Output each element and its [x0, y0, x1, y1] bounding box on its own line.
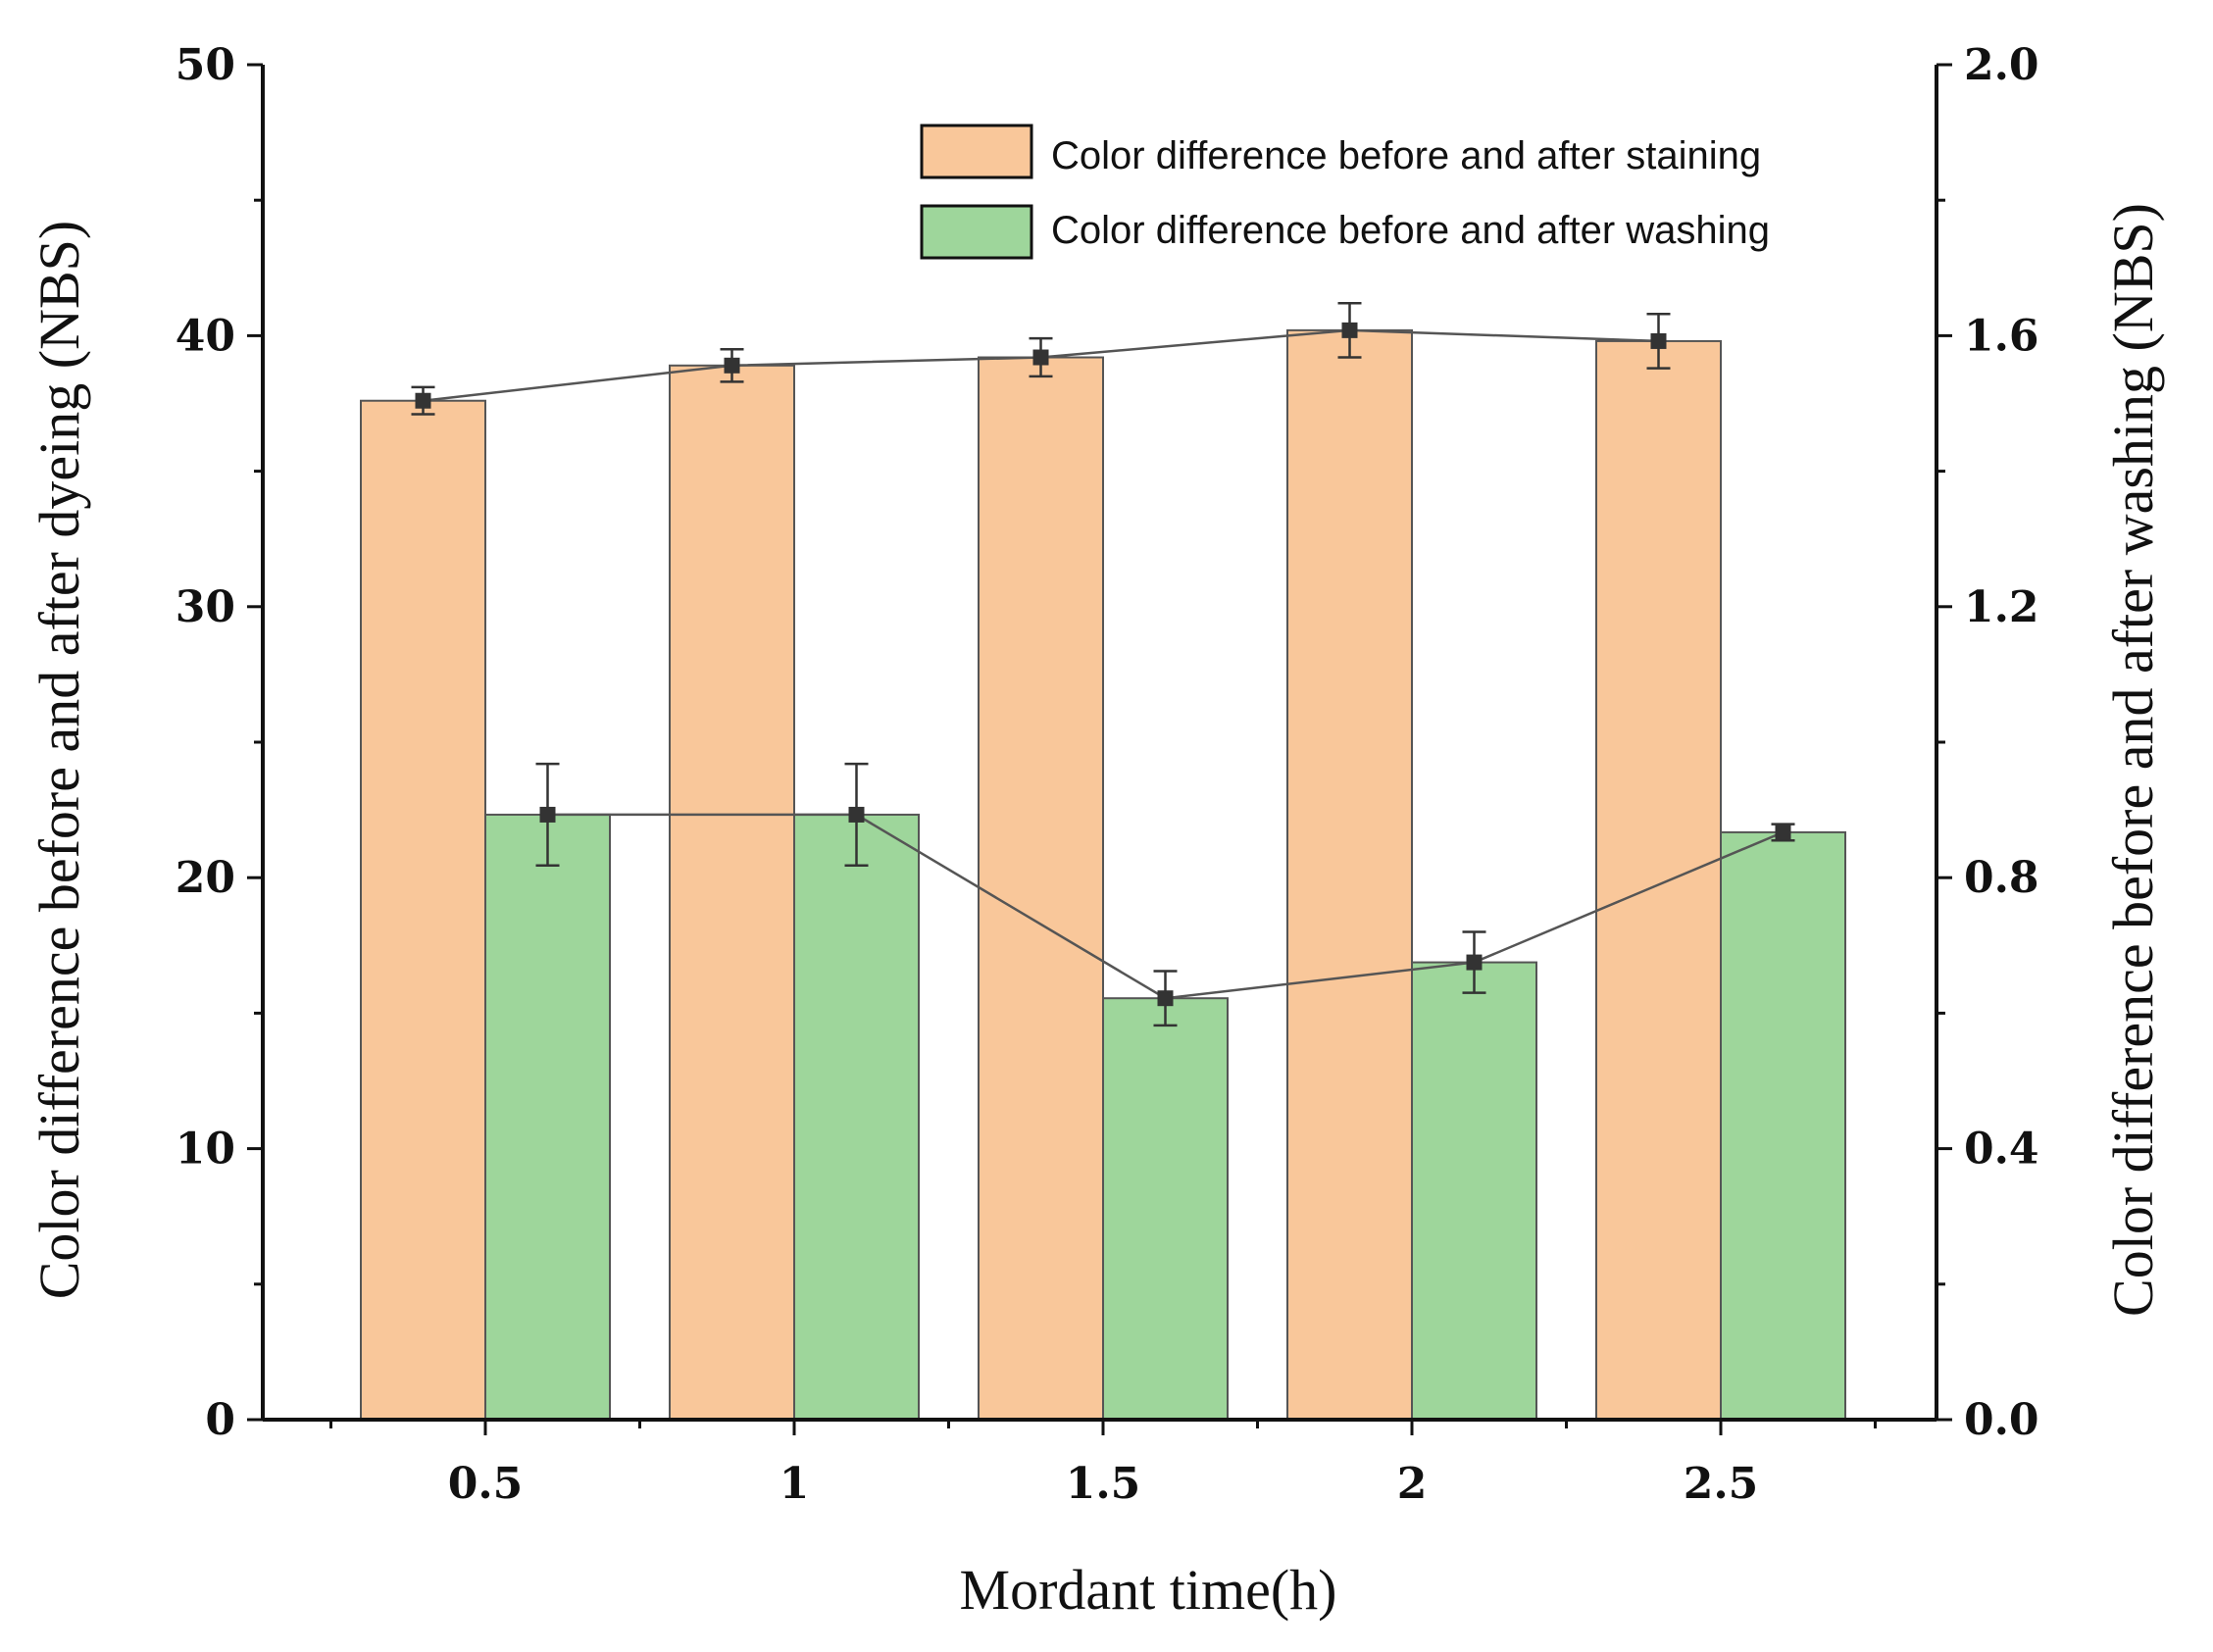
bar-washing-0 — [484, 813, 611, 1421]
y-right-tick-label-2: 0.8 — [1964, 853, 2039, 903]
legend-swatch-washing — [920, 204, 1033, 260]
legend: Color difference before and after staini… — [920, 124, 1770, 260]
marker-washing-2 — [1157, 990, 1174, 1007]
legend-label-staining: Color difference before and after staini… — [1051, 134, 1761, 177]
y-axis-right-title: Color difference before and after washin… — [2101, 203, 2165, 1317]
x-tick-label-2: 1.5 — [1066, 1459, 1141, 1509]
axes-layer: 0 10 20 30 40 50 0.0 0.4 0.8 1.2 1.6 2.0 0.5 1 1.5 2 2.5 — [176, 40, 2039, 1509]
x-tick-label-0: 0.5 — [448, 1459, 524, 1509]
lines-layer — [411, 301, 1795, 1027]
x-tick-label-3: 2 — [1397, 1459, 1428, 1509]
y-left-tick-label-5: 50 — [176, 40, 235, 90]
bar-staining-2 — [978, 356, 1104, 1422]
y-right-tick-label-5: 2.0 — [1964, 40, 2039, 90]
x-tick-label-4: 2.5 — [1684, 1459, 1759, 1509]
y-right-tick-label-4: 1.6 — [1964, 311, 2039, 361]
legend-swatch-staining — [920, 124, 1033, 179]
bars-layer — [360, 328, 1846, 1422]
marker-washing-3 — [1466, 954, 1483, 971]
x-tick-label-1: 1 — [780, 1459, 810, 1509]
bar-washing-2 — [1102, 997, 1229, 1421]
bar-staining-3 — [1286, 328, 1413, 1422]
y-right-tick-label-3: 1.2 — [1964, 582, 2039, 632]
marker-washing-0 — [539, 806, 556, 823]
bar-staining-0 — [360, 399, 486, 1422]
y-axis-left-title: Color difference before and after dyeing… — [27, 221, 91, 1300]
marker-staining-1 — [724, 357, 740, 374]
bar-staining-4 — [1595, 339, 1722, 1422]
marker-staining-0 — [415, 392, 431, 409]
marker-staining-2 — [1032, 349, 1049, 366]
marker-staining-3 — [1341, 322, 1358, 338]
marker-washing-4 — [1775, 824, 1791, 840]
y-left-tick-label-3: 30 — [176, 582, 235, 632]
y-left-tick-label-2: 20 — [176, 853, 235, 903]
y-left-tick-label-0: 0 — [205, 1395, 235, 1445]
legend-label-washing: Color difference before and after washin… — [1051, 209, 1770, 252]
bar-staining-1 — [669, 364, 795, 1422]
marker-staining-4 — [1650, 332, 1667, 349]
bar-washing-1 — [793, 813, 920, 1421]
y-right-tick-label-1: 0.4 — [1964, 1125, 2039, 1175]
y-right-tick-label-0: 0.0 — [1964, 1395, 2039, 1445]
y-left-tick-label-1: 10 — [176, 1125, 235, 1175]
bar-washing-4 — [1720, 830, 1846, 1421]
marker-washing-1 — [848, 806, 865, 823]
y-left-tick-label-4: 40 — [176, 311, 235, 361]
bar-washing-3 — [1411, 961, 1537, 1421]
x-axis-title: Mordant time(h) — [960, 1558, 1337, 1622]
